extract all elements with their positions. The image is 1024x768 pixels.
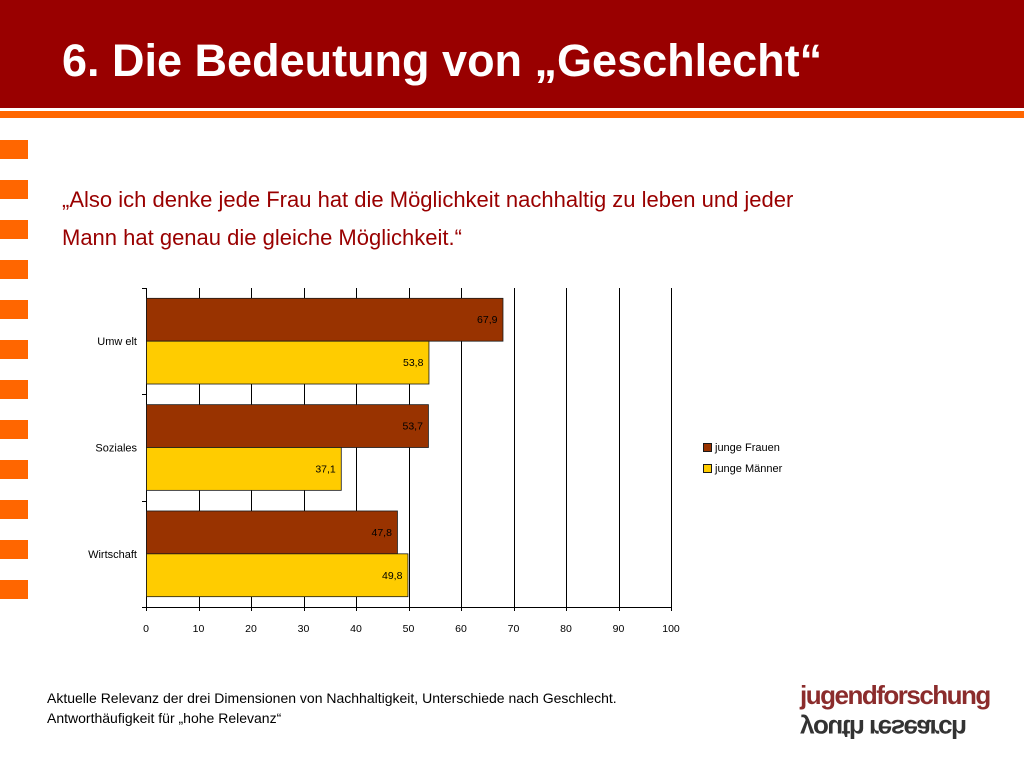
x-tick-label-100: 100 [662,623,680,635]
x-tick-label-40: 40 [350,623,362,635]
chart-legend: junge Frauen junge Männer [703,438,782,480]
decor-square [0,180,28,199]
decor-square [0,260,28,279]
category-label-2: Wirtschaft [88,549,137,561]
decor-square-column [0,140,28,620]
legend-label: junge Frauen [715,442,780,454]
caption-line: Antworthäufigkeit für „hohe Relevanz“ [47,710,282,726]
x-tick-label-60: 60 [455,623,467,635]
quote-line: Mann hat genau die gleiche Möglichkeit.“ [62,225,462,250]
decor-square [0,580,28,599]
logo-wordmark-flipped: youth research [800,714,966,744]
legend-label: junge Männer [715,463,783,475]
quote-text: „Also ich denke jede Frau hat die Möglic… [62,181,793,257]
category-label-1: Soziales [95,443,137,455]
accent-stripe [0,111,1024,118]
category-label-0: Umw elt [97,336,137,348]
decor-square [0,140,28,159]
slide-title: 6. Die Bedeutung von „Geschlecht“ [62,35,823,86]
decor-square [0,500,28,519]
x-tick-label-50: 50 [403,623,415,635]
decor-square [0,420,28,439]
x-tick-label-30: 30 [298,623,310,635]
value-label-series-1-category-1: 37,1 [315,463,336,475]
value-label-series-0-category-1: 53,7 [402,421,423,433]
bar-series-0-category-2 [146,510,398,555]
bar-series-1-category-0 [146,340,430,385]
bar-series-1-category-1 [146,447,342,491]
value-label-series-1-category-0: 53,8 [403,357,424,369]
x-tick-label-0: 0 [143,623,149,635]
quote-line: „Also ich denke jede Frau hat die Möglic… [62,187,794,212]
bar-series-0-category-0 [146,297,504,342]
value-label-series-1-category-2: 49,8 [382,570,403,582]
decor-square [0,540,28,559]
x-tick-label-80: 80 [560,623,572,635]
chart-svg: 0 10 20 30 40 50 60 70 80 90 100 67,9 53,8 Umw elt 53,… [88,288,680,635]
decor-square [0,300,28,319]
legend-swatch [703,442,712,452]
value-label-series-0-category-2: 47,8 [372,527,393,539]
x-tick-label-70: 70 [508,623,520,635]
x-tick-label-20: 20 [245,623,257,635]
x-tick-label-90: 90 [613,623,625,635]
bar-series-0-category-1 [146,404,429,448]
logo-wordmark: jugendforschung [800,680,991,710]
decor-square [0,220,28,239]
caption-line: Aktuelle Relevanz der drei Dimensionen v… [47,690,617,706]
decor-square [0,340,28,359]
bar-series-1-category-2 [146,553,409,598]
legend-item-junge-frauen: junge Frauen [703,438,782,459]
chart-caption: Aktuelle Relevanz der drei Dimensionen v… [47,688,617,728]
value-label-series-0-category-0: 67,9 [477,314,498,326]
header-band [0,0,1024,108]
decor-square [0,380,28,399]
decor-square [0,460,28,479]
x-tick-label-10: 10 [193,623,205,635]
legend-swatch [703,463,712,473]
legend-item-junge-maenner: junge Männer [703,459,782,480]
